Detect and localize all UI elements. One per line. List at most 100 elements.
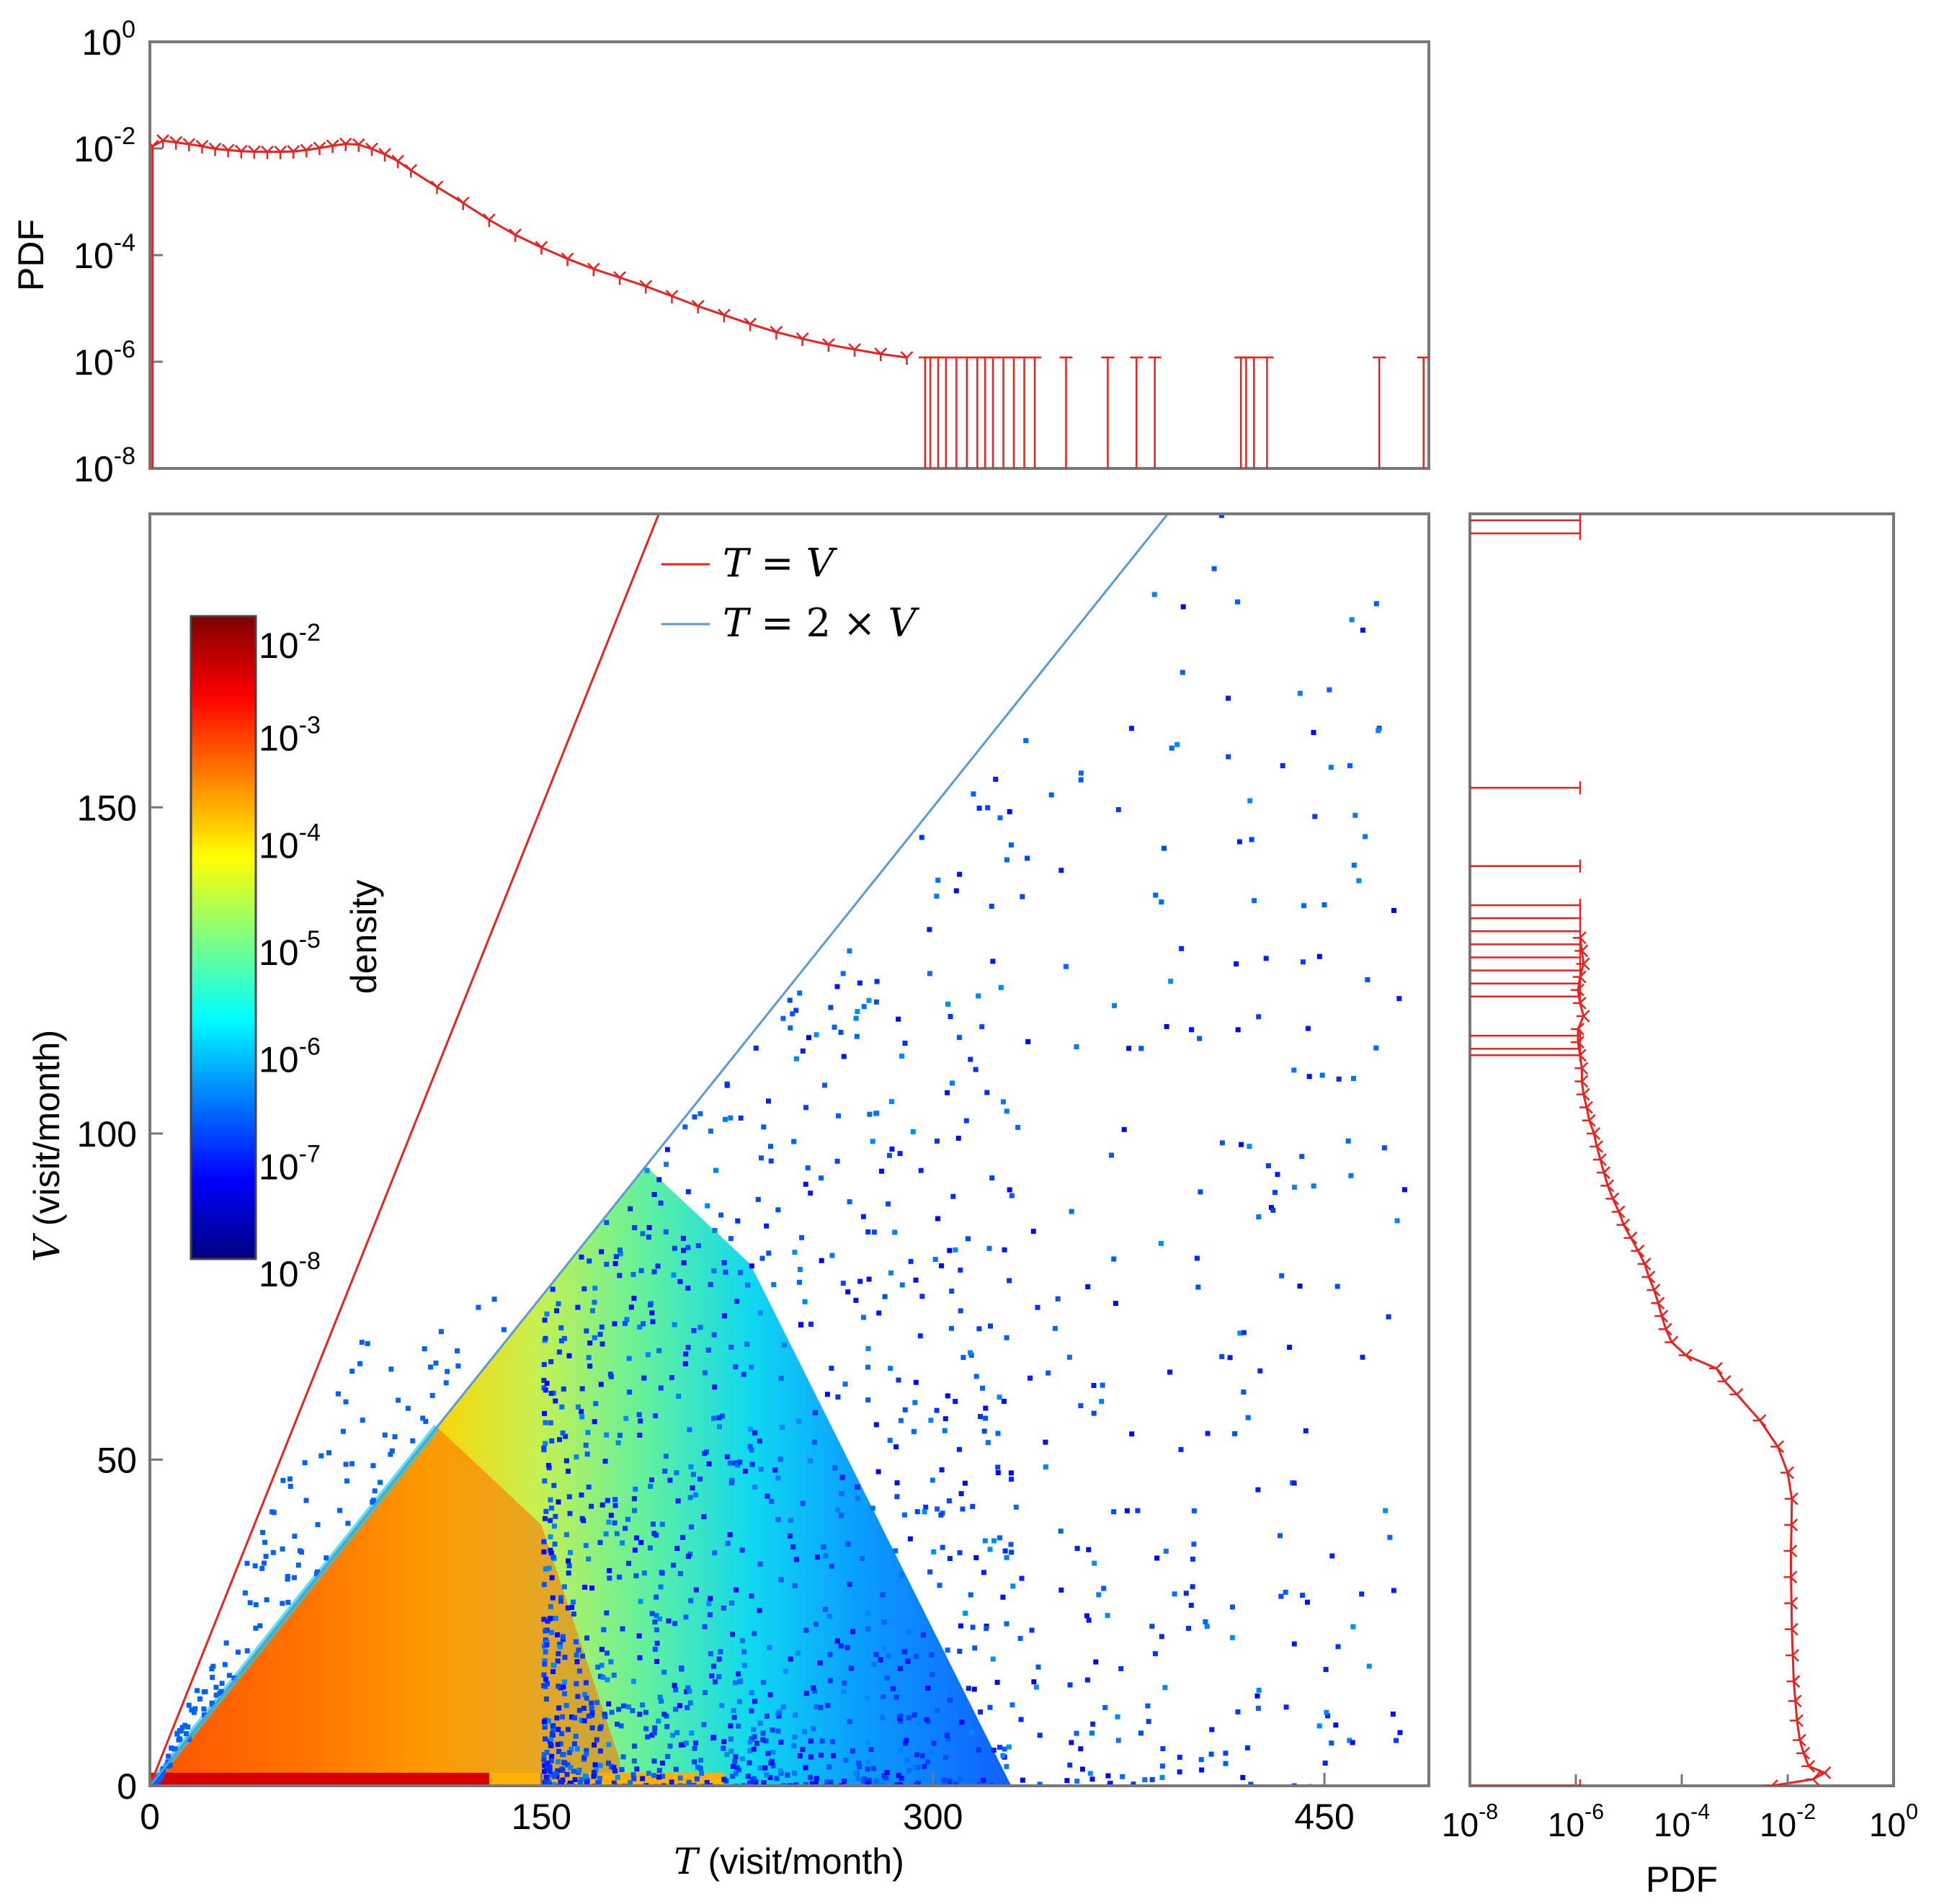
right-pdf-marker	[1574, 1075, 1589, 1088]
colorbar-tick-label-0-exp: -2	[299, 619, 321, 646]
heatmap-cell	[1270, 1207, 1276, 1213]
heatmap-cell	[1208, 1751, 1214, 1757]
heatmap-cell	[666, 1618, 672, 1624]
heatmap-cell	[913, 1277, 919, 1283]
heatmap-cell	[1254, 1693, 1260, 1699]
heatmap-cell	[1306, 1074, 1312, 1080]
heatmap-cell	[1160, 1746, 1166, 1751]
right-pdf-marker	[1792, 1733, 1806, 1747]
heatmap-cell	[681, 1260, 687, 1265]
heatmap-cell	[1394, 1218, 1400, 1224]
heatmap-cell	[558, 1598, 563, 1604]
heatmap-cell	[573, 1639, 579, 1645]
heatmap-cell	[976, 805, 982, 811]
heatmap-cell	[605, 1498, 610, 1503]
heatmap-cell	[1178, 1446, 1184, 1452]
heatmap-cell	[580, 1653, 585, 1659]
right-pdf-stem-cap	[1576, 1029, 1582, 1043]
heatmap-cell	[445, 1369, 450, 1374]
heatmap-cell	[1078, 1403, 1084, 1409]
heatmap-cell	[685, 1345, 691, 1351]
heatmap-cell	[389, 1448, 395, 1454]
heatmap-cell	[560, 1637, 566, 1642]
heatmap-cell	[605, 1677, 610, 1683]
top-y-tick-label-1: 10-2	[73, 123, 135, 169]
heatmap-cell	[1381, 1145, 1387, 1151]
heatmap-cell	[1256, 1687, 1262, 1693]
heatmap-cell	[697, 1476, 703, 1482]
heatmap-cell	[653, 1413, 659, 1419]
heatmap-cell	[491, 1296, 497, 1302]
heatmap-cell	[989, 1175, 995, 1180]
heatmap-cell	[676, 1394, 682, 1399]
heatmap-cell	[848, 1665, 854, 1671]
heatmap-cell	[544, 1311, 550, 1317]
right-pdf-marker	[1597, 1166, 1610, 1180]
heatmap-cell	[1230, 1604, 1235, 1610]
heatmap-cell	[708, 1596, 713, 1601]
heatmap-cell	[839, 1491, 844, 1497]
heatmap-cell	[1263, 956, 1269, 961]
legend-0-a: T	[723, 540, 752, 586]
top-pdf-marker	[483, 213, 496, 227]
heatmap-cell	[581, 1718, 587, 1724]
colorbar-tick-label-4: 10-6	[259, 1033, 321, 1080]
heatmap-cell	[656, 1768, 662, 1774]
heatmap-cell	[1356, 878, 1362, 884]
heatmap-cell	[695, 1243, 701, 1248]
heatmap-cell	[1329, 1553, 1335, 1559]
heatmap-cell	[608, 1513, 614, 1518]
heatmap-cell	[1360, 1354, 1365, 1360]
heatmap-cell	[1162, 1685, 1168, 1691]
heatmap-cell	[202, 1712, 207, 1718]
heatmap-cell	[626, 1356, 632, 1361]
top-axes-frame	[148, 40, 1430, 470]
heatmap-cell	[775, 1728, 781, 1734]
heatmap-cell	[751, 1727, 756, 1732]
heatmap-cell	[755, 1196, 761, 1202]
heatmap-cell	[1089, 1776, 1095, 1782]
heatmap-cell	[244, 1648, 250, 1654]
right-pdf-marker	[1576, 1010, 1590, 1023]
heatmap-cell	[685, 1705, 690, 1711]
heatmap-cell	[551, 1523, 557, 1529]
heatmap-cell	[560, 1634, 566, 1640]
heatmap-cell	[971, 791, 976, 797]
heatmap-cell	[769, 1758, 775, 1764]
right-pdf-marker	[1590, 1140, 1604, 1153]
heatmap-cell	[860, 1214, 866, 1219]
heatmap-cell	[218, 1689, 224, 1694]
heatmap-cell	[1334, 1284, 1340, 1289]
heatmap-cell	[685, 1189, 691, 1195]
main-x-ticks: 0 150 300 450	[140, 1773, 1355, 1837]
heatmap-cell	[1316, 953, 1322, 959]
heatmap-cell	[285, 1574, 290, 1579]
heatmap-cell	[1235, 1027, 1241, 1033]
heatmap-cell	[866, 997, 872, 1003]
heatmap-cell	[1195, 1284, 1201, 1290]
heatmap-cell	[551, 1781, 557, 1786]
heatmap-cell	[752, 1430, 758, 1436]
heatmap-cell	[1328, 765, 1334, 770]
heatmap-cell	[745, 1282, 751, 1288]
heatmap-cell	[730, 1763, 736, 1769]
heatmap-cell	[750, 1777, 756, 1783]
heatmap-cell	[757, 1720, 763, 1726]
heatmap-cell	[566, 1469, 571, 1474]
heatmap-cell	[630, 1771, 636, 1777]
heatmap-cell	[173, 1746, 178, 1752]
colorbar-tick-label-2-exp: -4	[299, 819, 321, 846]
heatmap-cell	[687, 1427, 692, 1433]
heatmap-cell	[747, 1748, 753, 1753]
heatmap-cell	[675, 1498, 681, 1504]
heatmap-cell	[623, 1415, 629, 1421]
heatmap-cell	[881, 1645, 887, 1651]
heatmap-cell	[898, 1748, 903, 1753]
heatmap-cell	[780, 1704, 786, 1709]
heatmap-cell	[343, 1399, 349, 1405]
top-pdf-marker	[561, 252, 574, 267]
heatmap-cell	[572, 1776, 578, 1782]
heatmap-cell	[548, 1743, 554, 1748]
heatmap-cell	[1067, 1762, 1073, 1768]
heatmap-cell	[770, 1749, 776, 1755]
